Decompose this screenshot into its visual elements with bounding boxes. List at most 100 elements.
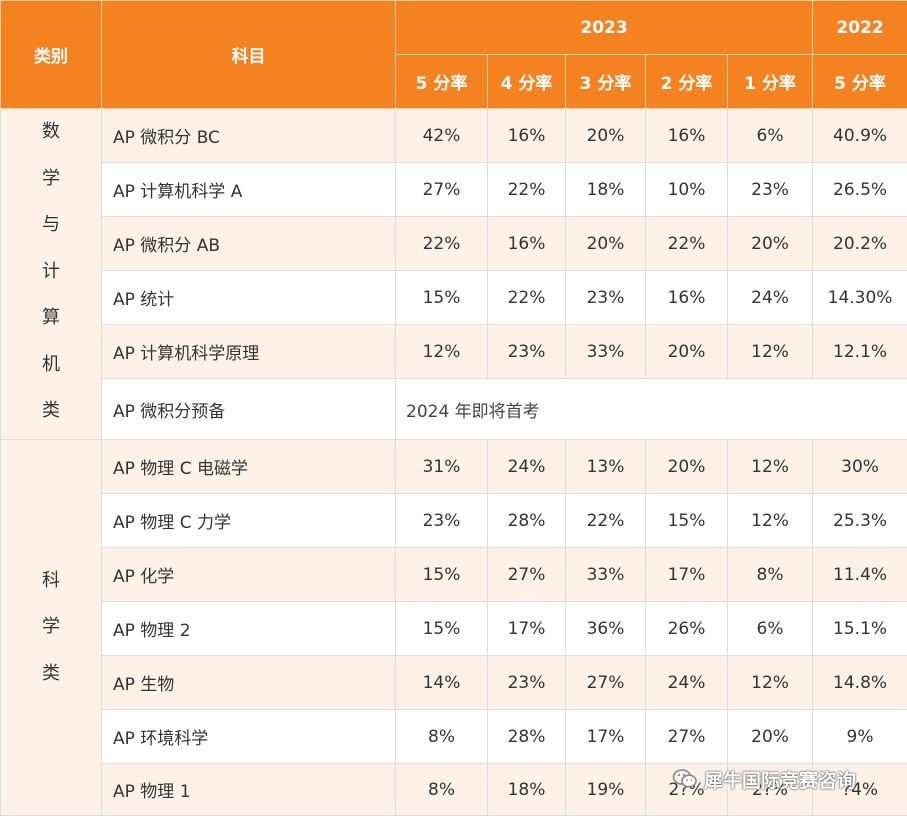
- rate-cell: 15.1%: [812, 601, 907, 656]
- table-row: AP 物理 2 15% 17% 36% 26% 6% 15.1%: [1, 601, 907, 656]
- table-row: AP 生物 14% 23% 27% 24% 12% 14.8%: [1, 655, 907, 710]
- subject-cell: AP 物理 1: [101, 763, 396, 816]
- rate-cell: 20%: [565, 108, 646, 163]
- rate-cell: 20%: [726, 709, 814, 764]
- rate-cell: 24%: [645, 655, 728, 710]
- rate-cell: 12%: [726, 493, 814, 548]
- rate-cell: 15%: [395, 270, 488, 325]
- watermark-text: 犀牛国际竞赛咨询: [704, 769, 857, 792]
- rate-cell: 22%: [487, 270, 566, 325]
- rate-cell: 8%: [395, 709, 488, 764]
- header-subject: 科目: [101, 0, 396, 109]
- rate-cell: 26.5%: [812, 162, 907, 217]
- rate-cell: 14.30%: [812, 270, 907, 325]
- header-rate-4: 4 分率: [487, 54, 566, 109]
- header-year-2022: 2022: [812, 0, 907, 55]
- header-2022-rate-5: 5 分率: [812, 54, 907, 109]
- subject-cell: AP 生物: [101, 655, 396, 710]
- table-row: AP 物理 1 8% 18% 19% 2?% 2?% ?4%: [1, 763, 907, 816]
- table-row: AP 微积分预备 2024 年即将首考: [1, 378, 907, 440]
- rate-cell: 6%: [726, 601, 814, 656]
- rate-cell: 31%: [395, 439, 488, 494]
- header-rate-3: 3 分率: [565, 54, 646, 109]
- rate-cell: 28%: [487, 493, 566, 548]
- rate-cell: 26%: [645, 601, 728, 656]
- rate-cell: 8%: [726, 547, 814, 602]
- rate-cell: 24%: [487, 439, 566, 494]
- category-char: 学: [42, 167, 60, 189]
- rate-cell: 12%: [395, 324, 488, 379]
- rate-cell: 18%: [487, 763, 566, 816]
- rate-cell: 23%: [487, 324, 566, 379]
- category-char: 学: [42, 616, 60, 638]
- header-category: 类别: [0, 0, 102, 109]
- rate-cell: 2?%: [645, 763, 728, 816]
- category-char: 数: [42, 121, 60, 142]
- rate-cell: 23%: [565, 270, 646, 325]
- rate-cell: 23%: [395, 493, 488, 548]
- rate-cell: 19%: [565, 763, 646, 816]
- rate-cell: 11.4%: [812, 547, 907, 602]
- subject-cell: AP 物理 C 力学: [101, 493, 396, 548]
- rate-cell: 27%: [395, 162, 488, 217]
- note-cell: 2024 年即将首考: [394, 378, 907, 440]
- rate-cell: 15%: [395, 547, 488, 602]
- rate-cell: 17%: [487, 601, 566, 656]
- rate-cell: 20.2%: [812, 216, 907, 271]
- rate-cell: 27%: [565, 655, 646, 710]
- rate-cell: 24%: [726, 270, 814, 325]
- subject-cell: AP 物理 C 电磁学: [101, 439, 396, 494]
- subject-cell: AP 微积分 AB: [101, 216, 396, 271]
- subject-cell: AP 计算机科学原理: [101, 324, 396, 379]
- category-cell: 科学类: [0, 439, 102, 816]
- subject-cell: AP 物理 2: [101, 601, 396, 656]
- wechat-icon: [672, 769, 697, 788]
- rate-cell: 15%: [395, 601, 488, 656]
- category-char: 类: [42, 662, 60, 684]
- subject-cell: AP 环境科学: [101, 709, 396, 764]
- table-row: AP 化学 15% 27% 33% 17% 8% 11.4%: [1, 547, 907, 602]
- header-rate-5: 5 分率: [395, 54, 488, 109]
- rate-cell: 6%: [726, 108, 814, 163]
- table-row: AP 环境科学 8% 28% 17% 27% 20% 9%: [1, 709, 907, 764]
- rate-cell: 10%: [645, 162, 728, 217]
- rate-cell: 27%: [487, 547, 566, 602]
- rate-cell: 22%: [565, 493, 646, 548]
- header-rate-2: 2 分率: [645, 54, 728, 109]
- category-cell: 数学与计算机类: [0, 108, 102, 440]
- rate-cell: 28%: [487, 709, 566, 764]
- subject-cell: AP 微积分预备: [101, 378, 396, 440]
- rate-cell: 16%: [645, 270, 728, 325]
- subject-cell: AP 计算机科学 A: [101, 162, 396, 217]
- table-row: AP 微积分 AB 22% 16% 20% 22% 20% 20.2%: [1, 216, 907, 271]
- rate-cell: 36%: [565, 601, 646, 656]
- rate-cell: 16%: [487, 216, 566, 271]
- rate-cell: ?4%: [812, 763, 907, 816]
- rate-cell: 27%: [645, 709, 728, 764]
- rate-cell: 33%: [565, 324, 646, 379]
- rate-cell: 12.1%: [812, 324, 907, 379]
- table-row: 科学类 AP 物理 C 电磁学 31% 24% 13% 20% 12% 30%: [0, 439, 907, 816]
- rate-cell: 12%: [726, 655, 814, 710]
- table-row: AP 物理 C 力学 23% 28% 22% 15% 12% 25.3%: [1, 493, 907, 548]
- rate-cell: 14.8%: [812, 655, 907, 710]
- rate-cell: 23%: [726, 162, 814, 217]
- rate-cell: 30%: [812, 439, 907, 494]
- rate-cell: 20%: [645, 439, 728, 494]
- rate-cell: 42%: [395, 108, 488, 163]
- rate-cell: 9%: [812, 709, 907, 764]
- rate-cell: 17%: [565, 709, 646, 764]
- header-year-2023: 2023: [394, 0, 814, 55]
- rate-cell: 18%: [565, 162, 646, 217]
- rate-cell: 40.9%: [812, 108, 907, 163]
- rate-cell: 33%: [565, 547, 646, 602]
- category-char: 计: [42, 260, 60, 282]
- table-row: AP 计算机科学 A 27% 22% 18% 10% 23% 26.5%: [1, 162, 907, 217]
- rate-cell: 20%: [726, 216, 814, 271]
- rate-cell: 8%: [395, 763, 488, 816]
- rate-cell: 12%: [726, 324, 814, 379]
- category-char: 算: [42, 307, 60, 328]
- subject-cell: AP 微积分 BC: [101, 108, 396, 163]
- rate-cell: 20%: [565, 216, 646, 271]
